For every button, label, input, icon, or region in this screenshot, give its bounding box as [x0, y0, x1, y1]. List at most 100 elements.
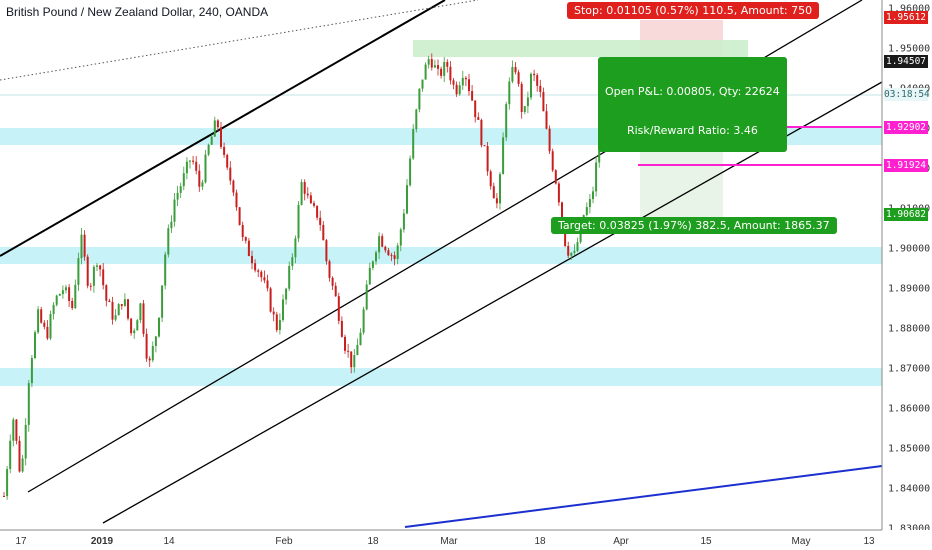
candle-body	[65, 287, 67, 291]
candle-body	[573, 251, 576, 253]
stop-price-tag: 1.95612	[884, 11, 928, 24]
candle-body	[427, 59, 430, 65]
candle-body	[588, 199, 591, 208]
candle-body	[530, 73, 532, 98]
candle-body	[446, 62, 449, 67]
candle-body	[294, 238, 297, 258]
candle-body	[43, 322, 46, 327]
candle-body	[105, 285, 108, 301]
candle-body	[288, 265, 291, 289]
candle-body	[30, 357, 33, 384]
candle-body	[226, 154, 229, 168]
candle-body	[520, 83, 523, 112]
candle-body	[9, 440, 12, 470]
candle-body	[567, 245, 570, 256]
candle-body	[192, 160, 195, 162]
candle-body	[452, 80, 455, 85]
candle-body	[40, 309, 43, 323]
candle-body	[533, 73, 536, 76]
candle-body	[393, 255, 396, 259]
candle-body	[557, 183, 560, 203]
y-tick-label: 1.84000	[888, 484, 930, 495]
candle-body	[117, 304, 120, 316]
candle-body	[570, 252, 573, 256]
candle-body	[539, 85, 542, 92]
candle-body	[477, 117, 480, 120]
candle-body	[34, 332, 36, 358]
candle-body	[167, 228, 170, 255]
candle-body	[402, 213, 405, 230]
candle-body	[77, 258, 80, 285]
candle-body	[272, 311, 275, 315]
candle-body	[359, 332, 362, 346]
candle-body	[523, 106, 526, 112]
candle-body	[114, 315, 117, 320]
pnl-label: Open P&L: 0.00805, Qty: 22624 Risk/Rewar…	[598, 57, 787, 152]
candle-body	[198, 170, 201, 187]
candle-body	[207, 144, 210, 155]
candle-body	[220, 127, 222, 147]
candle-body	[210, 136, 213, 145]
candle-body	[158, 317, 160, 337]
candle-body	[213, 120, 216, 137]
candle-body	[164, 254, 167, 286]
candle-body	[58, 294, 61, 296]
candle-body	[536, 75, 539, 86]
candle-body	[409, 158, 412, 186]
support-zone	[0, 368, 882, 386]
candle-body	[15, 419, 18, 441]
candle-body	[468, 79, 470, 92]
candle-body	[480, 119, 483, 146]
candle-body	[21, 458, 24, 472]
x-tick-label: 13	[863, 536, 875, 547]
candle-body	[548, 128, 551, 152]
candle-body	[390, 255, 393, 257]
candle-body	[499, 174, 501, 204]
candle-body	[433, 65, 436, 68]
candle-body	[356, 345, 359, 356]
candle-body	[229, 167, 232, 181]
risk-reward-text: Risk/Reward Ratio: 3.46	[626, 124, 758, 137]
candle-body	[365, 284, 368, 310]
candle-body	[136, 320, 139, 331]
candle-body	[260, 271, 263, 278]
candle-body	[145, 333, 148, 359]
support-zone	[0, 247, 882, 264]
candle-body	[96, 265, 98, 267]
time-axis[interactable]: 17 2019 14 Feb 18 Mar 18 Apr 15 May 13	[0, 529, 932, 550]
candle-body	[585, 207, 588, 216]
candle-body	[322, 224, 325, 241]
x-tick-label: 18	[367, 536, 379, 547]
countdown-tag: 03:18:54	[884, 88, 930, 101]
candle-body	[368, 267, 371, 285]
candle-body	[291, 257, 294, 266]
candle-body	[204, 154, 207, 183]
candle-body	[148, 358, 151, 361]
candle-body	[24, 424, 27, 459]
candle-body	[334, 285, 337, 297]
x-tick-label: May	[792, 536, 811, 547]
candle-body	[185, 161, 188, 174]
candle-body	[89, 285, 92, 287]
last-price-tag: 1.94507	[884, 55, 928, 68]
candle-body	[421, 79, 424, 89]
highlight-zone	[413, 40, 748, 57]
candle-body	[111, 301, 114, 320]
candle-body	[189, 160, 191, 162]
candle-body	[176, 192, 179, 200]
y-tick-label: 1.89000	[888, 284, 930, 295]
support-zones	[0, 128, 882, 386]
y-tick-label: 1.96000	[888, 4, 930, 15]
candle-body	[142, 303, 145, 334]
candle-body	[495, 198, 498, 204]
y-tick-label: 1.95000	[888, 44, 930, 55]
candle-body	[154, 336, 157, 347]
candle-body	[238, 207, 241, 226]
candle-body	[99, 265, 102, 270]
trend-lines	[0, 0, 883, 528]
candle-body	[331, 277, 334, 286]
price-axis[interactable]: 1.960001.950001.940001.930001.920001.910…	[881, 0, 932, 535]
candle-body	[514, 66, 517, 73]
candle-body	[415, 109, 418, 130]
